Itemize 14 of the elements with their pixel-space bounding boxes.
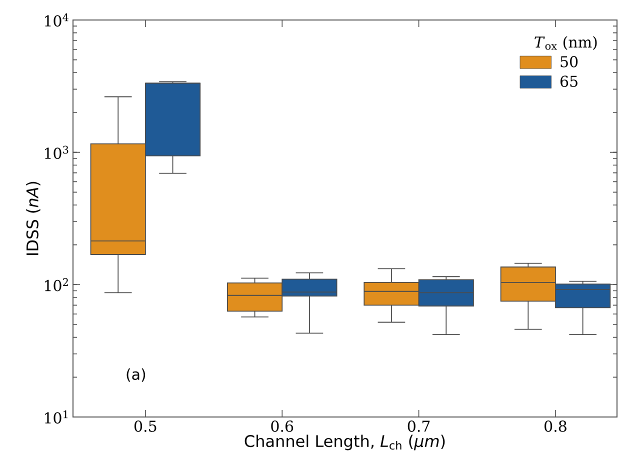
legend-label: 65	[560, 76, 578, 87]
y-tick-label: 10$^{1}$	[45, 410, 68, 424]
y-tick-label: 10$^{4}$	[45, 13, 68, 27]
y-axis-title: IDSS (nA)	[26, 182, 40, 255]
x-tick-label: 0.5	[134, 420, 156, 432]
y-tick-label: 10$^{3}$	[45, 146, 68, 159]
x-tick-label: 0.7	[408, 420, 430, 432]
y-tick-label: 10$^{2}$	[45, 278, 68, 292]
x-tick-label: 0.8	[544, 420, 566, 432]
x-axis-title: Channel Length, L$_{ch}$ (μm)	[244, 434, 445, 450]
annotation: (a)	[126, 368, 146, 382]
x-tick-label: 0.6	[271, 420, 294, 432]
legend-label: 50	[560, 56, 578, 68]
legend-title: T$_{ox}$ (nm)	[534, 36, 597, 50]
